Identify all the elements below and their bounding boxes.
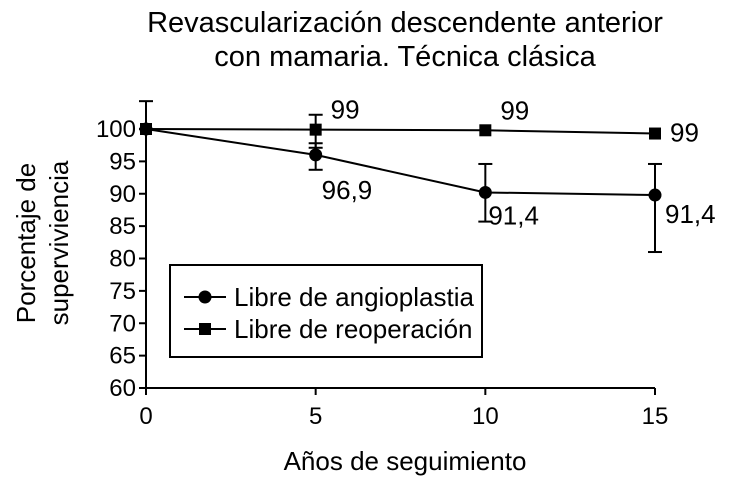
y-tick-label-80: 80 bbox=[109, 246, 136, 273]
y-axis-label-line-2: superviviencia bbox=[44, 160, 74, 325]
y-tick-label-60: 60 bbox=[109, 375, 136, 402]
series-line-0 bbox=[145, 128, 656, 197]
series-0-point-1 bbox=[309, 148, 323, 162]
x-axis-label: Años de seguimiento bbox=[284, 446, 527, 476]
series-line-1 bbox=[145, 128, 656, 135]
series-1-data-label-1: 99 bbox=[331, 95, 360, 125]
legend-marker-reoperacion bbox=[199, 323, 211, 335]
y-axis-label-line-1: Porcentaje de bbox=[11, 163, 41, 323]
y-tick-label-90: 90 bbox=[109, 181, 136, 208]
axes-layer: 60 65 70 75 80 85 90 95 100 0 5 10 15 bbox=[96, 101, 668, 430]
x-tick-label-5: 5 bbox=[309, 403, 322, 430]
series-0-data-label-1: 96,9 bbox=[322, 175, 373, 205]
chart-title-line-2: con mamaria. Técnica clásica bbox=[214, 41, 596, 73]
series-1-point-3 bbox=[649, 127, 661, 140]
series-layer bbox=[139, 100, 662, 254]
x-tick-label-0: 0 bbox=[139, 403, 152, 430]
series-1-point-1 bbox=[309, 123, 322, 136]
series-1-data-label-3: 99 bbox=[670, 118, 699, 148]
series-1-point-2 bbox=[479, 124, 492, 137]
y-tick-label-65: 65 bbox=[109, 343, 136, 370]
y-tick-label-95: 95 bbox=[109, 148, 136, 175]
series-0-data-label-2: 91,4 bbox=[488, 200, 539, 230]
legend-label-reoperacion: Libre de reoperación bbox=[234, 314, 473, 344]
data-labels-layer: 96,9 91,4 91,4 99 99 99 bbox=[322, 95, 716, 231]
y-tick-label-85: 85 bbox=[109, 213, 136, 240]
legend: Libre de angioplastia Libre de reoperaci… bbox=[169, 264, 483, 358]
series-1-data-label-2: 99 bbox=[500, 95, 529, 125]
legend-box bbox=[169, 264, 483, 358]
series-1-point-0 bbox=[140, 123, 152, 135]
series-0-data-label-3: 91,4 bbox=[665, 199, 716, 229]
y-tick-label-70: 70 bbox=[109, 310, 136, 337]
x-tick-label-15: 15 bbox=[642, 403, 669, 430]
chart-title-line-1: Revascularización descendente anterior bbox=[147, 7, 663, 39]
series-0-point-3 bbox=[648, 188, 662, 202]
y-tick-label-100: 100 bbox=[96, 116, 136, 143]
x-tick-label-10: 10 bbox=[472, 403, 499, 430]
series-0-point-2 bbox=[478, 185, 492, 199]
legend-label-angioplastia: Libre de angioplastia bbox=[234, 282, 474, 312]
y-tick-label-75: 75 bbox=[109, 278, 136, 305]
legend-marker-angioplastia bbox=[198, 290, 212, 304]
